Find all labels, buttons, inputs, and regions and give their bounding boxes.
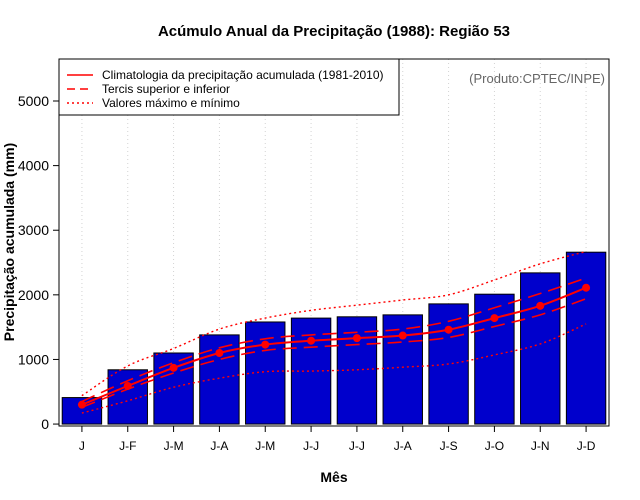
x-axis: J J-F J-M J-A J-M J-J J-J J-A J-S J-O J-N J-D <box>79 426 596 453</box>
climatology-point-6 <box>352 334 361 343</box>
bar-7 <box>382 314 423 425</box>
y-tick-label-3000: 3000 <box>18 222 49 238</box>
x-tick-label-7: J-A <box>394 439 412 453</box>
x-tick-label-6: J-J <box>349 439 365 453</box>
x-tick-label-1: J-F <box>119 439 136 453</box>
x-tick-label-4: J-M <box>255 439 275 453</box>
climatology-point-3 <box>215 348 224 357</box>
x-axis-label: Mês <box>320 469 347 485</box>
legend-box <box>58 58 400 116</box>
climatology-point-11 <box>582 283 591 292</box>
line-tercile-upper <box>81 277 587 403</box>
climatology-point-10 <box>536 301 545 310</box>
legend: Climatologia da precipitação acumulada (… <box>58 58 400 116</box>
series-lines <box>77 250 591 414</box>
climatology-point-4 <box>261 340 270 349</box>
x-tick-label-10: J-N <box>531 439 550 453</box>
climatology-point-7 <box>398 331 407 340</box>
bar-11 <box>565 251 607 425</box>
y-tick-label-1000: 1000 <box>18 351 49 367</box>
x-tick-label-3: J-A <box>210 439 228 453</box>
y-tick-label-4000: 4000 <box>18 158 49 174</box>
climatology-point-8 <box>444 325 453 334</box>
y-tick-label-0: 0 <box>41 416 49 432</box>
legend-label-extremes: Valores máximo e mínimo <box>102 96 240 110</box>
legend-label-climatology: Climatologia da precipitação acumulada (… <box>102 68 384 82</box>
bar-4 <box>245 321 286 425</box>
climatology-point-2 <box>169 363 178 372</box>
x-tick-label-5: J-J <box>303 439 319 453</box>
y-axis-label: Precipitação acumulada (mm) <box>1 143 17 341</box>
x-tick-label-11: J-D <box>577 439 596 453</box>
credit-text: (Produto:CPTEC/INPE) <box>469 71 605 86</box>
y-tick-label-5000: 5000 <box>18 93 49 109</box>
y-tick-label-2000: 2000 <box>18 287 49 303</box>
x-tick-label-0: J <box>79 439 85 453</box>
line-tercile-lower <box>81 297 587 409</box>
climatology-point-0 <box>77 400 86 409</box>
x-tick-label-9: J-O <box>485 439 504 453</box>
line-maximum <box>81 250 587 397</box>
bars <box>61 251 607 425</box>
y-axis: 0 1000 2000 3000 4000 5000 <box>18 93 59 432</box>
chart-title: Acúmulo Anual da Precipitação (1988): Re… <box>158 23 510 40</box>
climatology-point-5 <box>307 336 316 345</box>
x-tick-label-2: J-M <box>164 439 184 453</box>
line-minimum <box>81 323 587 414</box>
legend-label-terciles: Tercis superior e inferior <box>102 82 230 96</box>
bar-10 <box>520 272 561 425</box>
x-tick-label-8: J-S <box>440 439 458 453</box>
climatology-point-9 <box>490 314 499 323</box>
